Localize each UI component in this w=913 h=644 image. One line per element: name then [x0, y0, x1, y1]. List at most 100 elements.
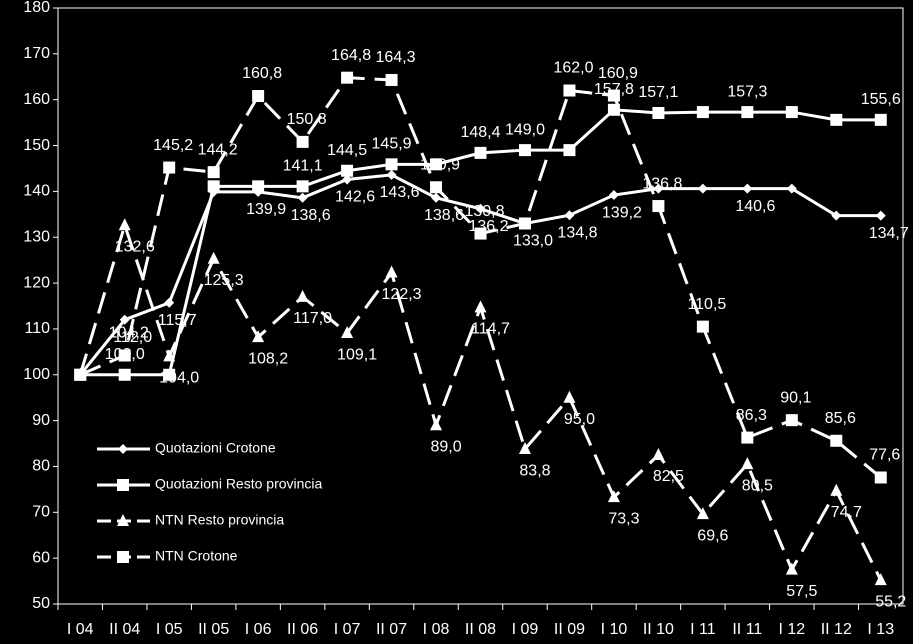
- point: [652, 106, 665, 119]
- x-tick-label: I 12: [778, 621, 805, 638]
- point: [252, 330, 265, 343]
- point: [741, 106, 754, 119]
- point: [563, 144, 576, 157]
- point: [385, 158, 398, 171]
- x-tick-label: II 08: [465, 621, 496, 638]
- point: [431, 192, 442, 203]
- point: [653, 183, 664, 194]
- data-label: 110,5: [687, 296, 726, 313]
- data-label: 89,0: [430, 438, 461, 455]
- x-tick-label: II 11: [732, 621, 762, 638]
- data-label: 134,7: [869, 225, 909, 242]
- point: [163, 161, 176, 174]
- x-tick-label: I 09: [512, 621, 539, 638]
- plot-area: [57, 7, 904, 605]
- data-label: 104,2: [109, 325, 149, 342]
- y-tick-label: 120: [23, 274, 50, 291]
- point: [341, 71, 354, 84]
- x-tick-label: I 07: [334, 621, 361, 638]
- point: [518, 144, 531, 157]
- data-label: 90,1: [780, 389, 811, 406]
- data-label: 160,9: [598, 65, 638, 82]
- data-label: 144,2: [198, 141, 238, 158]
- point: [296, 180, 309, 193]
- point: [386, 169, 397, 180]
- point: [118, 218, 131, 231]
- x-tick-label: II 10: [643, 621, 674, 638]
- data-label: 69,6: [697, 527, 728, 544]
- data-label: 142,6: [335, 189, 375, 206]
- point: [118, 368, 131, 381]
- series: 132,6 104,0 125,3 108,2 117,0 109,1 122,3 89,0 1…: [74, 218, 906, 610]
- legend-label: NTN Resto provincia: [155, 512, 284, 528]
- data-label: 86,3: [736, 407, 767, 424]
- data-label: 104,0: [159, 370, 199, 387]
- point: [518, 217, 531, 230]
- legend-marker: [117, 514, 129, 526]
- data-label: 140,9: [420, 156, 460, 173]
- data-label: 139,2: [602, 204, 642, 221]
- point: [385, 73, 398, 86]
- y-tick-label: 130: [23, 228, 50, 245]
- point: [786, 183, 797, 194]
- point: [830, 483, 843, 496]
- point: [696, 320, 709, 333]
- point: [474, 300, 487, 313]
- point: [474, 227, 487, 240]
- data-label: 139,9: [246, 201, 286, 218]
- data-label: 140,6: [735, 198, 775, 215]
- data-label: 150,8: [287, 111, 327, 128]
- y-tick-label: 80: [32, 458, 50, 475]
- point: [874, 113, 887, 126]
- point: [341, 164, 354, 177]
- point: [830, 113, 843, 126]
- point: [741, 431, 754, 444]
- data-label: 136,8: [642, 175, 682, 192]
- point: [785, 414, 798, 427]
- data-label: 145,2: [153, 137, 193, 154]
- point: [742, 183, 753, 194]
- point: [564, 210, 575, 221]
- data-label: 149,0: [505, 121, 545, 138]
- y-tick-label: 70: [32, 504, 50, 521]
- data-label: 132,6: [115, 239, 155, 256]
- y-tick-label: 90: [32, 412, 50, 429]
- data-label: 115,7: [158, 312, 197, 329]
- point: [74, 368, 87, 381]
- point: [252, 180, 265, 193]
- point: [385, 265, 398, 278]
- data-label: 164,8: [331, 47, 371, 64]
- data-label: 160,8: [242, 65, 282, 82]
- data-label: 83,8: [519, 462, 550, 479]
- x-tick-label: I 08: [423, 621, 450, 638]
- point: [342, 174, 353, 185]
- x-tick-label: I 06: [245, 621, 272, 638]
- point: [475, 203, 486, 214]
- y-tick-label: 180: [23, 0, 50, 16]
- legend-label: Quotazioni Resto provincia: [155, 476, 323, 492]
- data-label: 95,0: [564, 411, 595, 428]
- data-label: 130,8: [464, 203, 504, 220]
- point: [119, 314, 130, 325]
- data-label: 77,6: [869, 447, 900, 464]
- data-label: 122,3: [382, 286, 422, 303]
- x-tick-label: II 12: [821, 621, 852, 638]
- data-label: 117,0: [293, 310, 332, 327]
- x-tick-label: I 05: [156, 621, 183, 638]
- legend: Quotazioni Crotone Quotazioni Resto provi…: [97, 440, 323, 564]
- y-tick-label: 100: [23, 366, 50, 383]
- legend-marker: [117, 479, 129, 491]
- legend-marker: [118, 444, 128, 454]
- x-tick-label: I 10: [601, 621, 628, 638]
- y-tick-label: 160: [23, 91, 50, 108]
- data-label: 112,0: [113, 329, 152, 346]
- point: [118, 349, 131, 362]
- point: [163, 368, 176, 381]
- data-label: 141,1: [283, 158, 323, 175]
- point: [696, 507, 709, 520]
- point: [652, 448, 665, 460]
- point: [697, 183, 708, 194]
- data-label: 144,5: [327, 142, 367, 159]
- data-label: 55,2: [875, 593, 906, 610]
